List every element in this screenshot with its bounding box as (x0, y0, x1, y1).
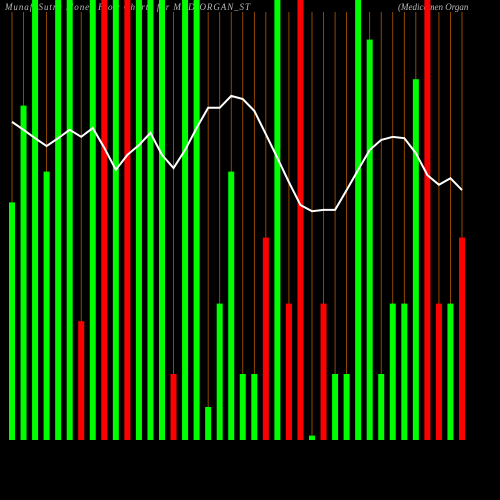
bar (159, 0, 165, 440)
bar (135, 0, 142, 440)
bar (389, 303, 396, 440)
bar (20, 105, 27, 440)
bar (182, 0, 189, 440)
bar (343, 374, 350, 440)
bar (309, 435, 315, 440)
bar (112, 0, 119, 440)
bar (378, 374, 385, 440)
bar (262, 237, 269, 440)
bar (193, 0, 200, 440)
bar (124, 0, 131, 440)
bar (205, 407, 212, 440)
bar (459, 237, 465, 440)
bar (32, 0, 39, 440)
bar (297, 0, 304, 440)
bar (66, 0, 73, 440)
bar (216, 303, 223, 440)
bar (332, 374, 339, 440)
bar (9, 202, 15, 440)
bar (435, 303, 442, 440)
chart-subtitle: (Medicamen Organ (398, 2, 469, 12)
bar (239, 374, 246, 440)
money-flow-line (11, 94, 463, 213)
bar (285, 303, 292, 440)
bar (401, 303, 408, 440)
bar (320, 303, 327, 440)
bar (251, 374, 258, 440)
bar (274, 0, 281, 440)
bar (412, 79, 419, 440)
bar (366, 39, 373, 440)
bar (43, 171, 50, 440)
bar (147, 0, 154, 440)
bar (55, 0, 62, 440)
bar (228, 171, 235, 440)
bar (170, 374, 177, 440)
bar (89, 0, 96, 440)
bar (424, 0, 431, 440)
bar (101, 0, 108, 440)
bar (355, 0, 362, 440)
bar (447, 303, 454, 440)
bar (78, 321, 85, 440)
